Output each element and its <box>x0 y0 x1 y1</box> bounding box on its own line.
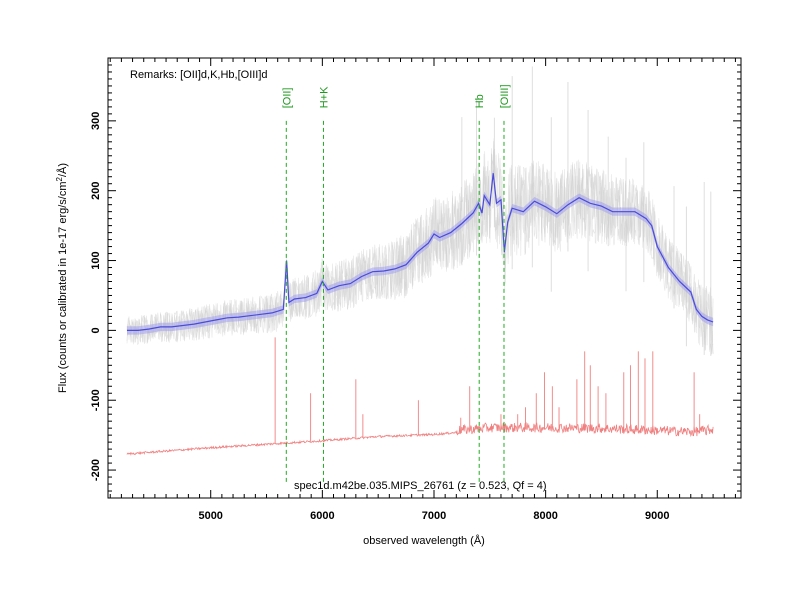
x-axis-label: observed wavelength (Å) <box>363 534 485 547</box>
y-axis-label-main: Flux (counts or calibrated in 1e-17 erg/… <box>57 181 69 393</box>
plot-frame <box>107 57 742 499</box>
smoothed-spectrum-layer <box>127 169 714 335</box>
line-markers-layer: [OII] H+K Hb [OIII] <box>281 84 511 485</box>
line-marker-label: [OIII] <box>499 84 511 108</box>
y-axis-label: Flux (counts or calibrated in 1e-17 erg/… <box>55 163 69 393</box>
spectrum-caption: spec1d.m42be.035.MIPS_26761 (z = 0.523, … <box>294 480 547 492</box>
line-marker-label: H+K <box>318 86 330 108</box>
remarks-text: Remarks: [OII]d,K,Hb,[OIII]d <box>130 69 268 81</box>
y-tick-label: 100 <box>90 251 102 269</box>
sky-spectrum-layer <box>126 337 714 456</box>
y-tick-label: 300 <box>90 112 102 130</box>
y-tick-label: 200 <box>90 182 102 200</box>
smoothed-spectrum-line <box>127 173 714 331</box>
y-tick-label: -200 <box>90 459 102 481</box>
line-marker-label: [OII] <box>281 88 293 109</box>
x-axis-ticks: 5000 6000 7000 8000 9000 <box>109 58 736 522</box>
x-tick-label: 7000 <box>422 510 446 522</box>
y-axis-ticks: -200 -100 0 100 200 300 <box>90 64 741 492</box>
x-tick-label: 9000 <box>645 510 669 522</box>
y-axis-label-superscript: 2 <box>55 176 64 181</box>
y-axis-label-tail: /Å) <box>56 163 69 177</box>
x-tick-label: 5000 <box>198 510 222 522</box>
noisy-spectra-layer <box>126 66 714 356</box>
y-tick-label: -100 <box>90 389 102 411</box>
smoothed-spectrum-error-band <box>127 169 714 335</box>
x-tick-label: 6000 <box>310 510 334 522</box>
y-tick-label: 0 <box>90 327 102 333</box>
line-marker-label: Hb <box>474 94 486 108</box>
sky-spectrum-line <box>126 422 714 456</box>
x-tick-label: 8000 <box>533 510 557 522</box>
